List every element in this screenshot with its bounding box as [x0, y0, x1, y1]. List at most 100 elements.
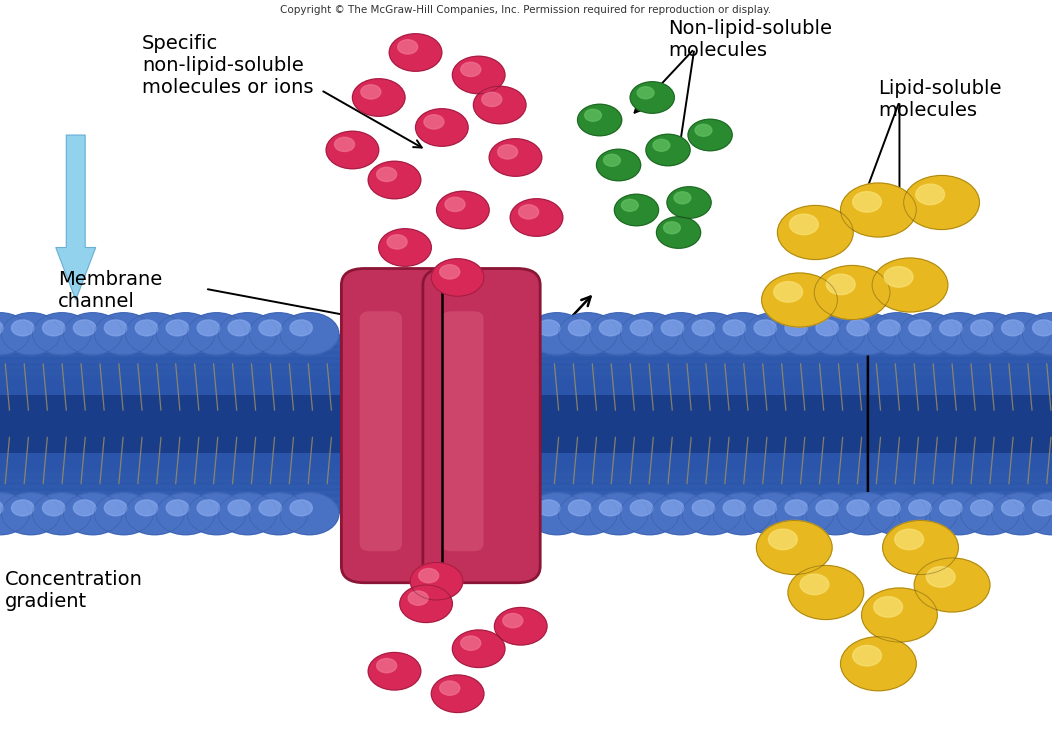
- Circle shape: [559, 493, 618, 535]
- Circle shape: [461, 62, 481, 76]
- Circle shape: [156, 313, 215, 355]
- Circle shape: [197, 500, 220, 516]
- Circle shape: [992, 313, 1051, 355]
- Circle shape: [585, 110, 602, 122]
- Circle shape: [790, 214, 818, 235]
- Circle shape: [909, 500, 931, 516]
- Bar: [0, 472, 1052, 482]
- Circle shape: [74, 500, 96, 516]
- Circle shape: [136, 500, 158, 516]
- Circle shape: [816, 320, 838, 336]
- Circle shape: [806, 493, 865, 535]
- Circle shape: [788, 566, 864, 620]
- Circle shape: [785, 320, 808, 336]
- Circle shape: [335, 137, 355, 152]
- Text: Membrane
channel: Membrane channel: [58, 270, 162, 311]
- Circle shape: [95, 493, 154, 535]
- Circle shape: [377, 658, 397, 673]
- Circle shape: [290, 500, 312, 516]
- Circle shape: [12, 320, 34, 336]
- Circle shape: [249, 493, 308, 535]
- Circle shape: [662, 320, 684, 336]
- Circle shape: [604, 154, 621, 166]
- Bar: [0, 478, 1052, 488]
- Circle shape: [527, 493, 586, 535]
- Circle shape: [1023, 493, 1052, 535]
- Bar: [0, 484, 1052, 494]
- Text: Concentration
gradient: Concentration gradient: [5, 570, 143, 611]
- Circle shape: [868, 493, 927, 535]
- Circle shape: [667, 187, 711, 218]
- Circle shape: [1033, 500, 1052, 516]
- Circle shape: [398, 40, 418, 54]
- Circle shape: [814, 266, 890, 320]
- Circle shape: [841, 637, 916, 691]
- Circle shape: [568, 500, 591, 516]
- Circle shape: [688, 119, 732, 151]
- Circle shape: [898, 493, 957, 535]
- Circle shape: [622, 200, 639, 211]
- Text: Copyright © The McGraw-Hill Companies, Inc. Permission required for reproduction: Copyright © The McGraw-Hill Companies, I…: [281, 5, 771, 15]
- Circle shape: [877, 320, 901, 336]
- Circle shape: [630, 82, 674, 113]
- Circle shape: [559, 313, 618, 355]
- Circle shape: [166, 320, 188, 336]
- Circle shape: [431, 675, 484, 712]
- Circle shape: [960, 493, 1019, 535]
- Bar: [0, 334, 1052, 514]
- Text: Non-lipid-soluble
molecules: Non-lipid-soluble molecules: [668, 19, 832, 60]
- Bar: [0, 496, 1052, 506]
- Circle shape: [939, 320, 963, 336]
- Circle shape: [621, 313, 680, 355]
- Circle shape: [452, 630, 505, 668]
- Circle shape: [862, 588, 937, 642]
- Circle shape: [806, 313, 865, 355]
- Circle shape: [419, 568, 439, 583]
- Circle shape: [136, 320, 158, 336]
- Circle shape: [400, 585, 452, 622]
- Circle shape: [971, 500, 993, 516]
- Circle shape: [662, 500, 684, 516]
- Circle shape: [971, 320, 993, 336]
- Circle shape: [898, 313, 957, 355]
- Circle shape: [228, 500, 250, 516]
- Circle shape: [713, 493, 772, 535]
- Circle shape: [387, 235, 407, 249]
- Circle shape: [651, 493, 710, 535]
- Bar: [0, 372, 1052, 381]
- Circle shape: [578, 104, 622, 136]
- Bar: [0, 378, 1052, 387]
- Circle shape: [74, 320, 96, 336]
- Circle shape: [568, 320, 591, 336]
- Circle shape: [695, 124, 712, 136]
- Circle shape: [895, 530, 924, 550]
- Circle shape: [744, 313, 803, 355]
- Circle shape: [228, 320, 250, 336]
- Circle shape: [104, 500, 126, 516]
- Circle shape: [853, 646, 882, 666]
- Circle shape: [646, 134, 690, 166]
- Text: Specific
non-lipid-soluble
molecules or ions: Specific non-lipid-soluble molecules or …: [142, 34, 313, 97]
- Circle shape: [259, 500, 282, 516]
- Circle shape: [775, 493, 834, 535]
- Polygon shape: [56, 135, 96, 300]
- Circle shape: [95, 313, 154, 355]
- Circle shape: [377, 167, 397, 182]
- Circle shape: [589, 493, 648, 535]
- Circle shape: [723, 500, 746, 516]
- Circle shape: [0, 493, 29, 535]
- Circle shape: [816, 500, 838, 516]
- Circle shape: [489, 139, 542, 176]
- Circle shape: [197, 320, 220, 336]
- Circle shape: [259, 320, 282, 336]
- Circle shape: [713, 313, 772, 355]
- Circle shape: [519, 205, 539, 219]
- Circle shape: [883, 520, 958, 574]
- Circle shape: [744, 493, 803, 535]
- Circle shape: [218, 493, 277, 535]
- Circle shape: [992, 493, 1051, 535]
- Circle shape: [872, 258, 948, 312]
- Circle shape: [498, 145, 518, 159]
- Circle shape: [461, 636, 481, 650]
- Circle shape: [630, 320, 652, 336]
